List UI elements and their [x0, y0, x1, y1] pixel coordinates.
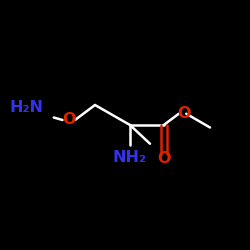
Text: O: O	[157, 151, 170, 166]
Text: H₂N: H₂N	[10, 100, 44, 115]
Text: O: O	[177, 106, 190, 121]
Text: NH₂: NH₂	[113, 150, 147, 165]
Text: O: O	[62, 112, 76, 128]
